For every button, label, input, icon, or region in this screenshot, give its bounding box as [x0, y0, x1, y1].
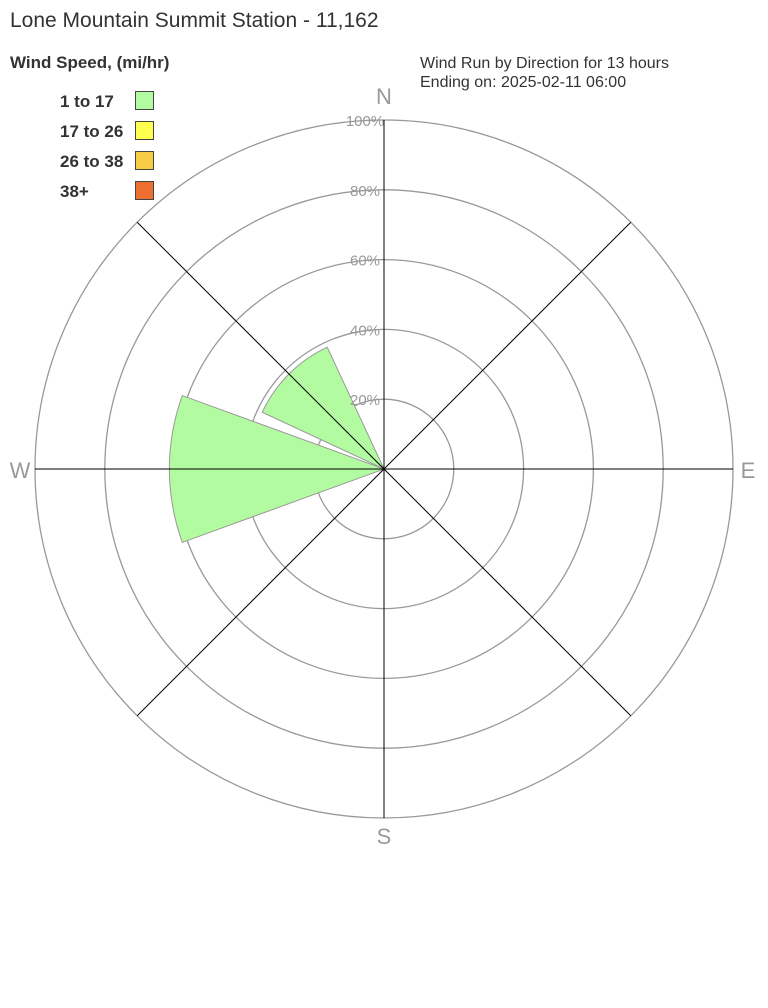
ring-label-3: 60%: [350, 253, 380, 270]
legend-swatch-1: [135, 91, 154, 110]
legend-title: Wind Speed, (mi/hr): [10, 53, 170, 72]
ring-label-5: 100%: [346, 113, 384, 130]
legend-label-2: 17 to 26: [60, 122, 124, 141]
legend-swatch-2: [135, 121, 154, 140]
legend-label-1: 1 to 17: [60, 92, 114, 111]
spoke-SW: [136, 468, 385, 717]
legend-swatch-3: [135, 151, 154, 170]
legend-label-3: 26 to 38: [60, 152, 124, 171]
compass-label-E: E: [741, 458, 756, 483]
compass-label-W: W: [10, 458, 31, 483]
subtitle-line-1: Wind Run by Direction for 13 hours: [420, 55, 669, 72]
compass-label-N: N: [376, 84, 392, 109]
spoke-SE: [383, 468, 632, 717]
legend-swatch-4: [135, 181, 154, 200]
chart-subtitle: Wind Run by Direction for 13 hours Endin…: [420, 54, 669, 92]
subtitle-line-2: Ending on: 2025-02-11 06:00: [420, 74, 627, 91]
chart-title: Lone Mountain Summit Station - 11,162: [10, 9, 379, 32]
ring-label-2: 40%: [350, 322, 380, 339]
spoke-NE: [383, 221, 632, 470]
ring-label-1: 20%: [350, 392, 380, 409]
legend-label-4: 38+: [60, 182, 89, 201]
ring-label-4: 80%: [350, 183, 380, 200]
compass-label-S: S: [377, 824, 392, 849]
spoke-NW: [136, 221, 385, 470]
